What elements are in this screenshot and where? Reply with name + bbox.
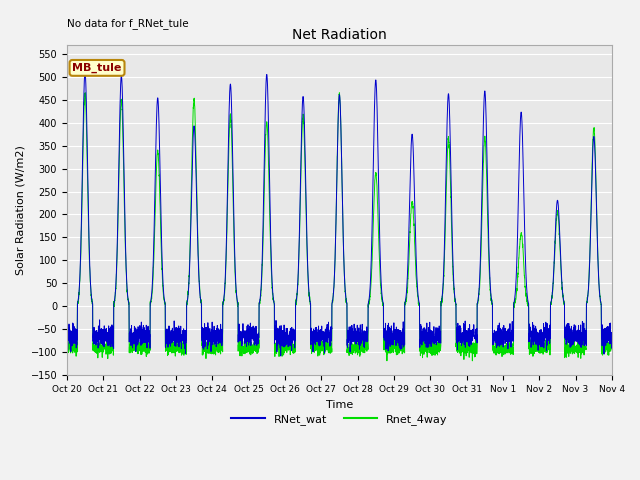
Rnet_4way — [608, 342, 616, 348]
Rnet_4way — [63, 349, 71, 355]
RNet_wat — [161, 300, 169, 306]
RNet_wat — [277, 353, 285, 359]
Rnet_4way — [607, 338, 615, 344]
RNet_wat — [607, 340, 615, 346]
Text: MB_tule: MB_tule — [72, 63, 122, 73]
RNet_wat — [493, 329, 500, 335]
RNet_wat — [462, 335, 470, 341]
Rnet_4way — [461, 343, 469, 348]
RNet_wat — [81, 69, 89, 75]
Rnet_4way — [431, 341, 439, 347]
Line: RNet_wat: RNet_wat — [67, 72, 612, 356]
RNet_wat — [319, 339, 327, 345]
RNet_wat — [608, 335, 616, 340]
RNet_wat — [63, 339, 71, 345]
RNet_wat — [431, 338, 439, 344]
Title: Net Radiation: Net Radiation — [292, 28, 387, 42]
X-axis label: Time: Time — [326, 399, 353, 409]
Legend: RNet_wat, Rnet_4way: RNet_wat, Rnet_4way — [227, 409, 452, 429]
Rnet_4way — [493, 348, 500, 354]
Rnet_4way — [468, 358, 476, 364]
Rnet_4way — [81, 90, 89, 96]
Rnet_4way — [161, 301, 169, 307]
Text: No data for f_RNet_tule: No data for f_RNet_tule — [67, 18, 189, 29]
Rnet_4way — [319, 339, 327, 345]
Line: Rnet_4way: Rnet_4way — [67, 93, 612, 361]
Y-axis label: Solar Radiation (W/m2): Solar Radiation (W/m2) — [15, 145, 25, 275]
